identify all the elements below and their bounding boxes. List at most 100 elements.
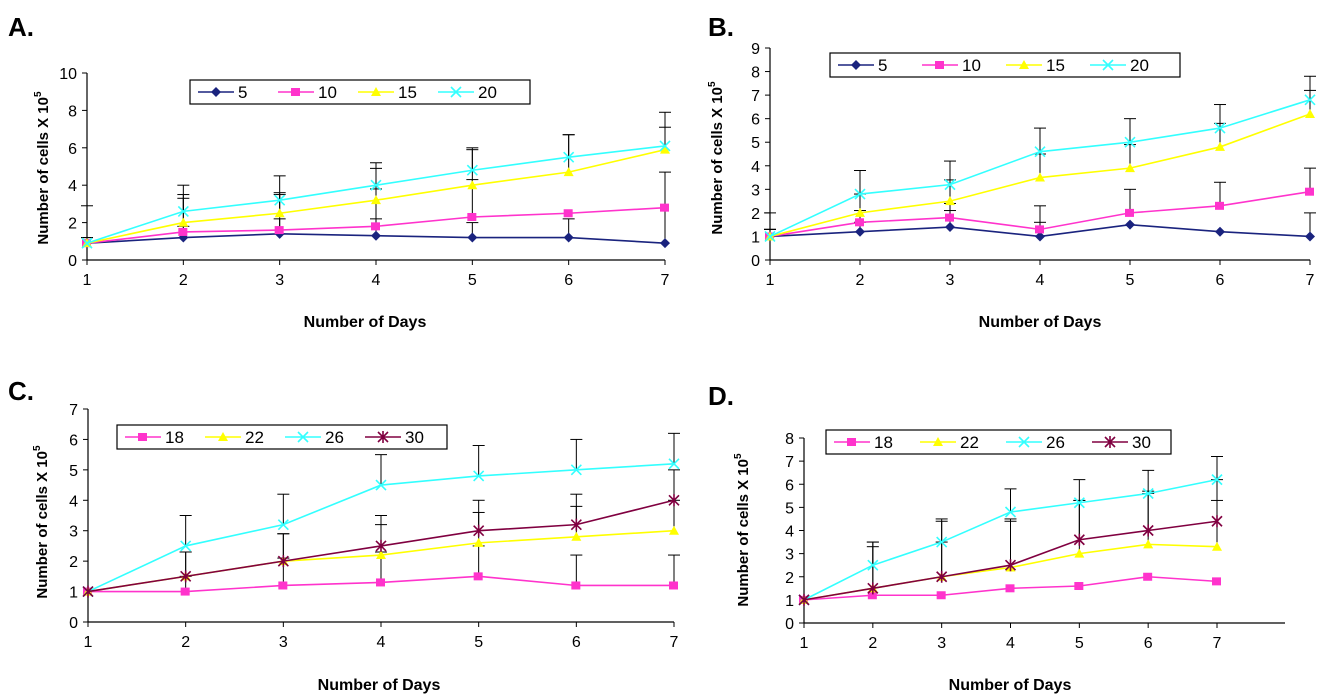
y-tick-label: 4 — [751, 159, 760, 176]
data-point-20 — [1034, 146, 1046, 158]
data-point-18 — [867, 591, 877, 600]
x-tick-label: 3 — [275, 272, 284, 289]
x-axis-label: Number of Days — [979, 314, 1102, 331]
x-tick-label: 5 — [1126, 272, 1135, 289]
data-point-26 — [936, 536, 948, 548]
y-axis-label: Number of cells X 105 — [33, 91, 52, 245]
x-tick-label: 2 — [868, 635, 877, 652]
data-point-5 — [1215, 226, 1225, 237]
y-tick-label: 8 — [68, 103, 77, 120]
data-point-18 — [669, 581, 678, 590]
data-point-10 — [178, 227, 188, 236]
legend-label-5: 5 — [878, 56, 887, 75]
data-point-20 — [659, 140, 671, 152]
legend-marker-5 — [211, 87, 221, 97]
x-tick-label: 1 — [766, 272, 775, 289]
data-point-20 — [1304, 94, 1316, 106]
data-point-18 — [1074, 582, 1084, 590]
x-tick-label: 5 — [468, 272, 477, 289]
data-point-10 — [1035, 225, 1044, 234]
x-axis-label: Number of Days — [949, 677, 1072, 694]
data-point-20 — [944, 179, 956, 191]
data-point-26 — [277, 519, 289, 531]
y-tick-label: 0 — [751, 253, 760, 270]
legend-label-15: 15 — [1046, 56, 1065, 75]
x-tick-label: 6 — [1144, 635, 1153, 652]
panel-label: C. — [8, 376, 34, 406]
legend-box — [829, 52, 1181, 78]
data-point-20 — [466, 164, 478, 176]
y-tick-label: 7 — [785, 454, 794, 471]
y-tick-label: 5 — [751, 135, 760, 152]
legend-label-20: 20 — [478, 83, 497, 102]
data-point-20 — [563, 151, 575, 163]
x-tick-label: 2 — [181, 634, 190, 651]
data-point-10 — [1125, 208, 1134, 217]
y-axis-label-exponent: 5 — [707, 81, 718, 87]
y-tick-label: 2 — [68, 216, 77, 233]
legend-marker-18 — [138, 433, 147, 441]
legend-marker-20 — [450, 86, 462, 98]
x-tick-label: 4 — [1006, 635, 1015, 652]
data-point-30 — [1211, 515, 1223, 528]
data-point-30 — [473, 524, 485, 537]
y-tick-label: 0 — [68, 253, 77, 270]
data-point-18 — [936, 591, 946, 600]
data-point-15 — [178, 217, 189, 227]
y-axis-label-exponent: 5 — [32, 445, 43, 451]
y-tick-label: 8 — [751, 65, 760, 82]
legend-label-15: 15 — [398, 83, 417, 102]
data-point-18 — [278, 581, 288, 590]
x-tick-label: 7 — [670, 634, 679, 651]
data-point-10 — [563, 209, 573, 218]
data-point-22 — [376, 550, 386, 560]
legend-marker-20 — [1102, 59, 1114, 71]
data-point-10 — [371, 222, 380, 231]
data-point-5 — [371, 230, 381, 241]
y-axis-label: Number of cells X 105 — [707, 81, 726, 235]
x-tick-label: 3 — [937, 635, 946, 652]
panel-label: A. — [8, 12, 34, 42]
legend-label-10: 10 — [318, 83, 337, 102]
data-point-30 — [1004, 559, 1017, 572]
data-point-26 — [1004, 506, 1017, 518]
y-tick-label: 6 — [785, 477, 794, 494]
data-point-15 — [660, 144, 670, 154]
data-point-30 — [180, 570, 192, 583]
data-point-30 — [1142, 524, 1154, 537]
legend-marker-15 — [371, 87, 381, 96]
data-point-15 — [1215, 141, 1225, 151]
data-point-10 — [274, 226, 284, 235]
legend-label-18: 18 — [874, 433, 893, 452]
data-point-18 — [180, 587, 190, 596]
y-tick-label: 1 — [785, 593, 794, 610]
data-point-15 — [855, 207, 865, 217]
data-point-15 — [274, 208, 285, 218]
x-tick-label: 7 — [661, 272, 670, 289]
x-tick-label: 4 — [377, 634, 386, 651]
panel-label: B. — [708, 12, 734, 42]
y-tick-label: 6 — [751, 112, 760, 129]
data-point-18 — [571, 581, 581, 590]
data-point-10 — [467, 212, 477, 221]
legend-label-10: 10 — [962, 56, 981, 75]
data-point-30 — [867, 582, 879, 595]
legend-label-18: 18 — [165, 428, 184, 447]
y-tick-label: 9 — [751, 41, 760, 58]
data-point-15 — [1125, 163, 1135, 173]
data-point-22 — [669, 525, 679, 535]
data-point-26 — [668, 458, 680, 470]
data-point-10 — [660, 203, 669, 212]
y-tick-label: 4 — [68, 178, 77, 195]
data-point-15 — [945, 196, 955, 206]
data-point-26 — [1142, 487, 1154, 500]
legend-marker-26 — [1018, 436, 1030, 448]
data-point-20 — [764, 230, 776, 243]
legend-marker-18 — [847, 438, 856, 446]
legend-label-20: 20 — [1130, 56, 1149, 75]
y-tick-label: 0 — [69, 615, 78, 632]
data-point-5 — [1305, 231, 1315, 242]
data-point-26 — [1073, 497, 1085, 509]
